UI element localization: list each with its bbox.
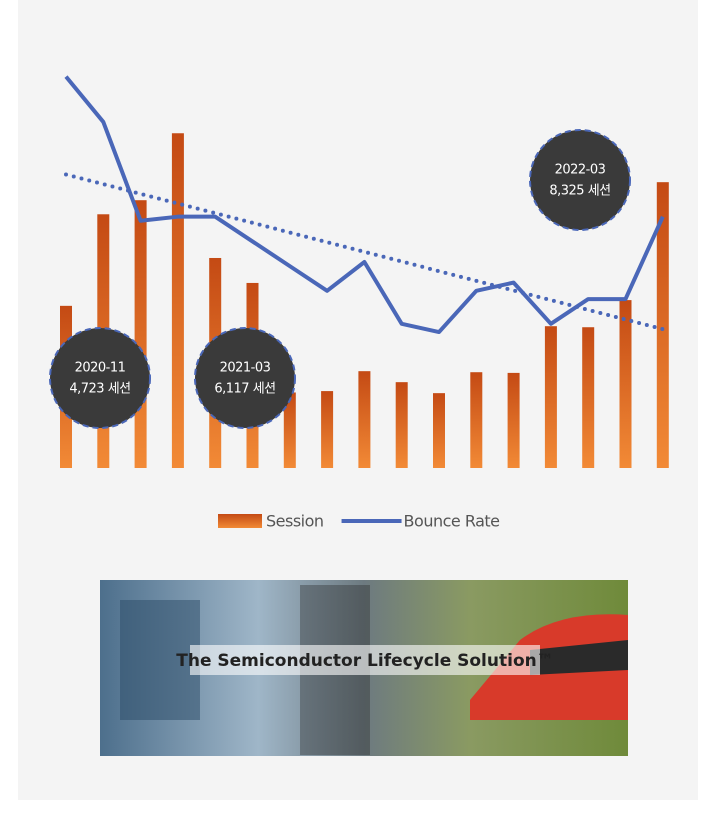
banner: The Semiconductor Lifecycle Solution™ [100, 580, 628, 756]
banner-train-window [530, 640, 628, 675]
callout [194, 327, 296, 429]
bar [283, 392, 296, 468]
bar [582, 327, 595, 468]
callout [49, 327, 151, 429]
callout-value: 8,325 세션 [549, 184, 610, 199]
legend-label: Bounce Rate [404, 512, 500, 531]
bar [395, 382, 408, 468]
banner-shape [120, 600, 200, 720]
trend-line [64, 172, 665, 332]
callout-value: 6,117 세션 [214, 382, 275, 397]
line [64, 75, 665, 335]
callout-category: 2022-03 [555, 163, 606, 178]
bar [656, 182, 669, 469]
banner-text: The Semiconductor Lifecycle Solution™ [176, 651, 553, 671]
bar [470, 372, 483, 468]
callout-category: 2021-03 [220, 361, 271, 376]
bar [171, 133, 184, 468]
bar [544, 326, 557, 468]
legend-label: Session [266, 512, 324, 531]
callout-category: 2020-11 [75, 361, 126, 376]
bar [433, 393, 445, 468]
legend-swatch [218, 514, 262, 528]
bar [134, 200, 147, 468]
bar [507, 372, 520, 468]
callout-value: 4,723 세션 [69, 382, 130, 397]
bar [358, 371, 371, 468]
bar [321, 391, 334, 468]
banner-band [190, 645, 540, 675]
bar [619, 300, 632, 468]
callout [529, 129, 631, 231]
